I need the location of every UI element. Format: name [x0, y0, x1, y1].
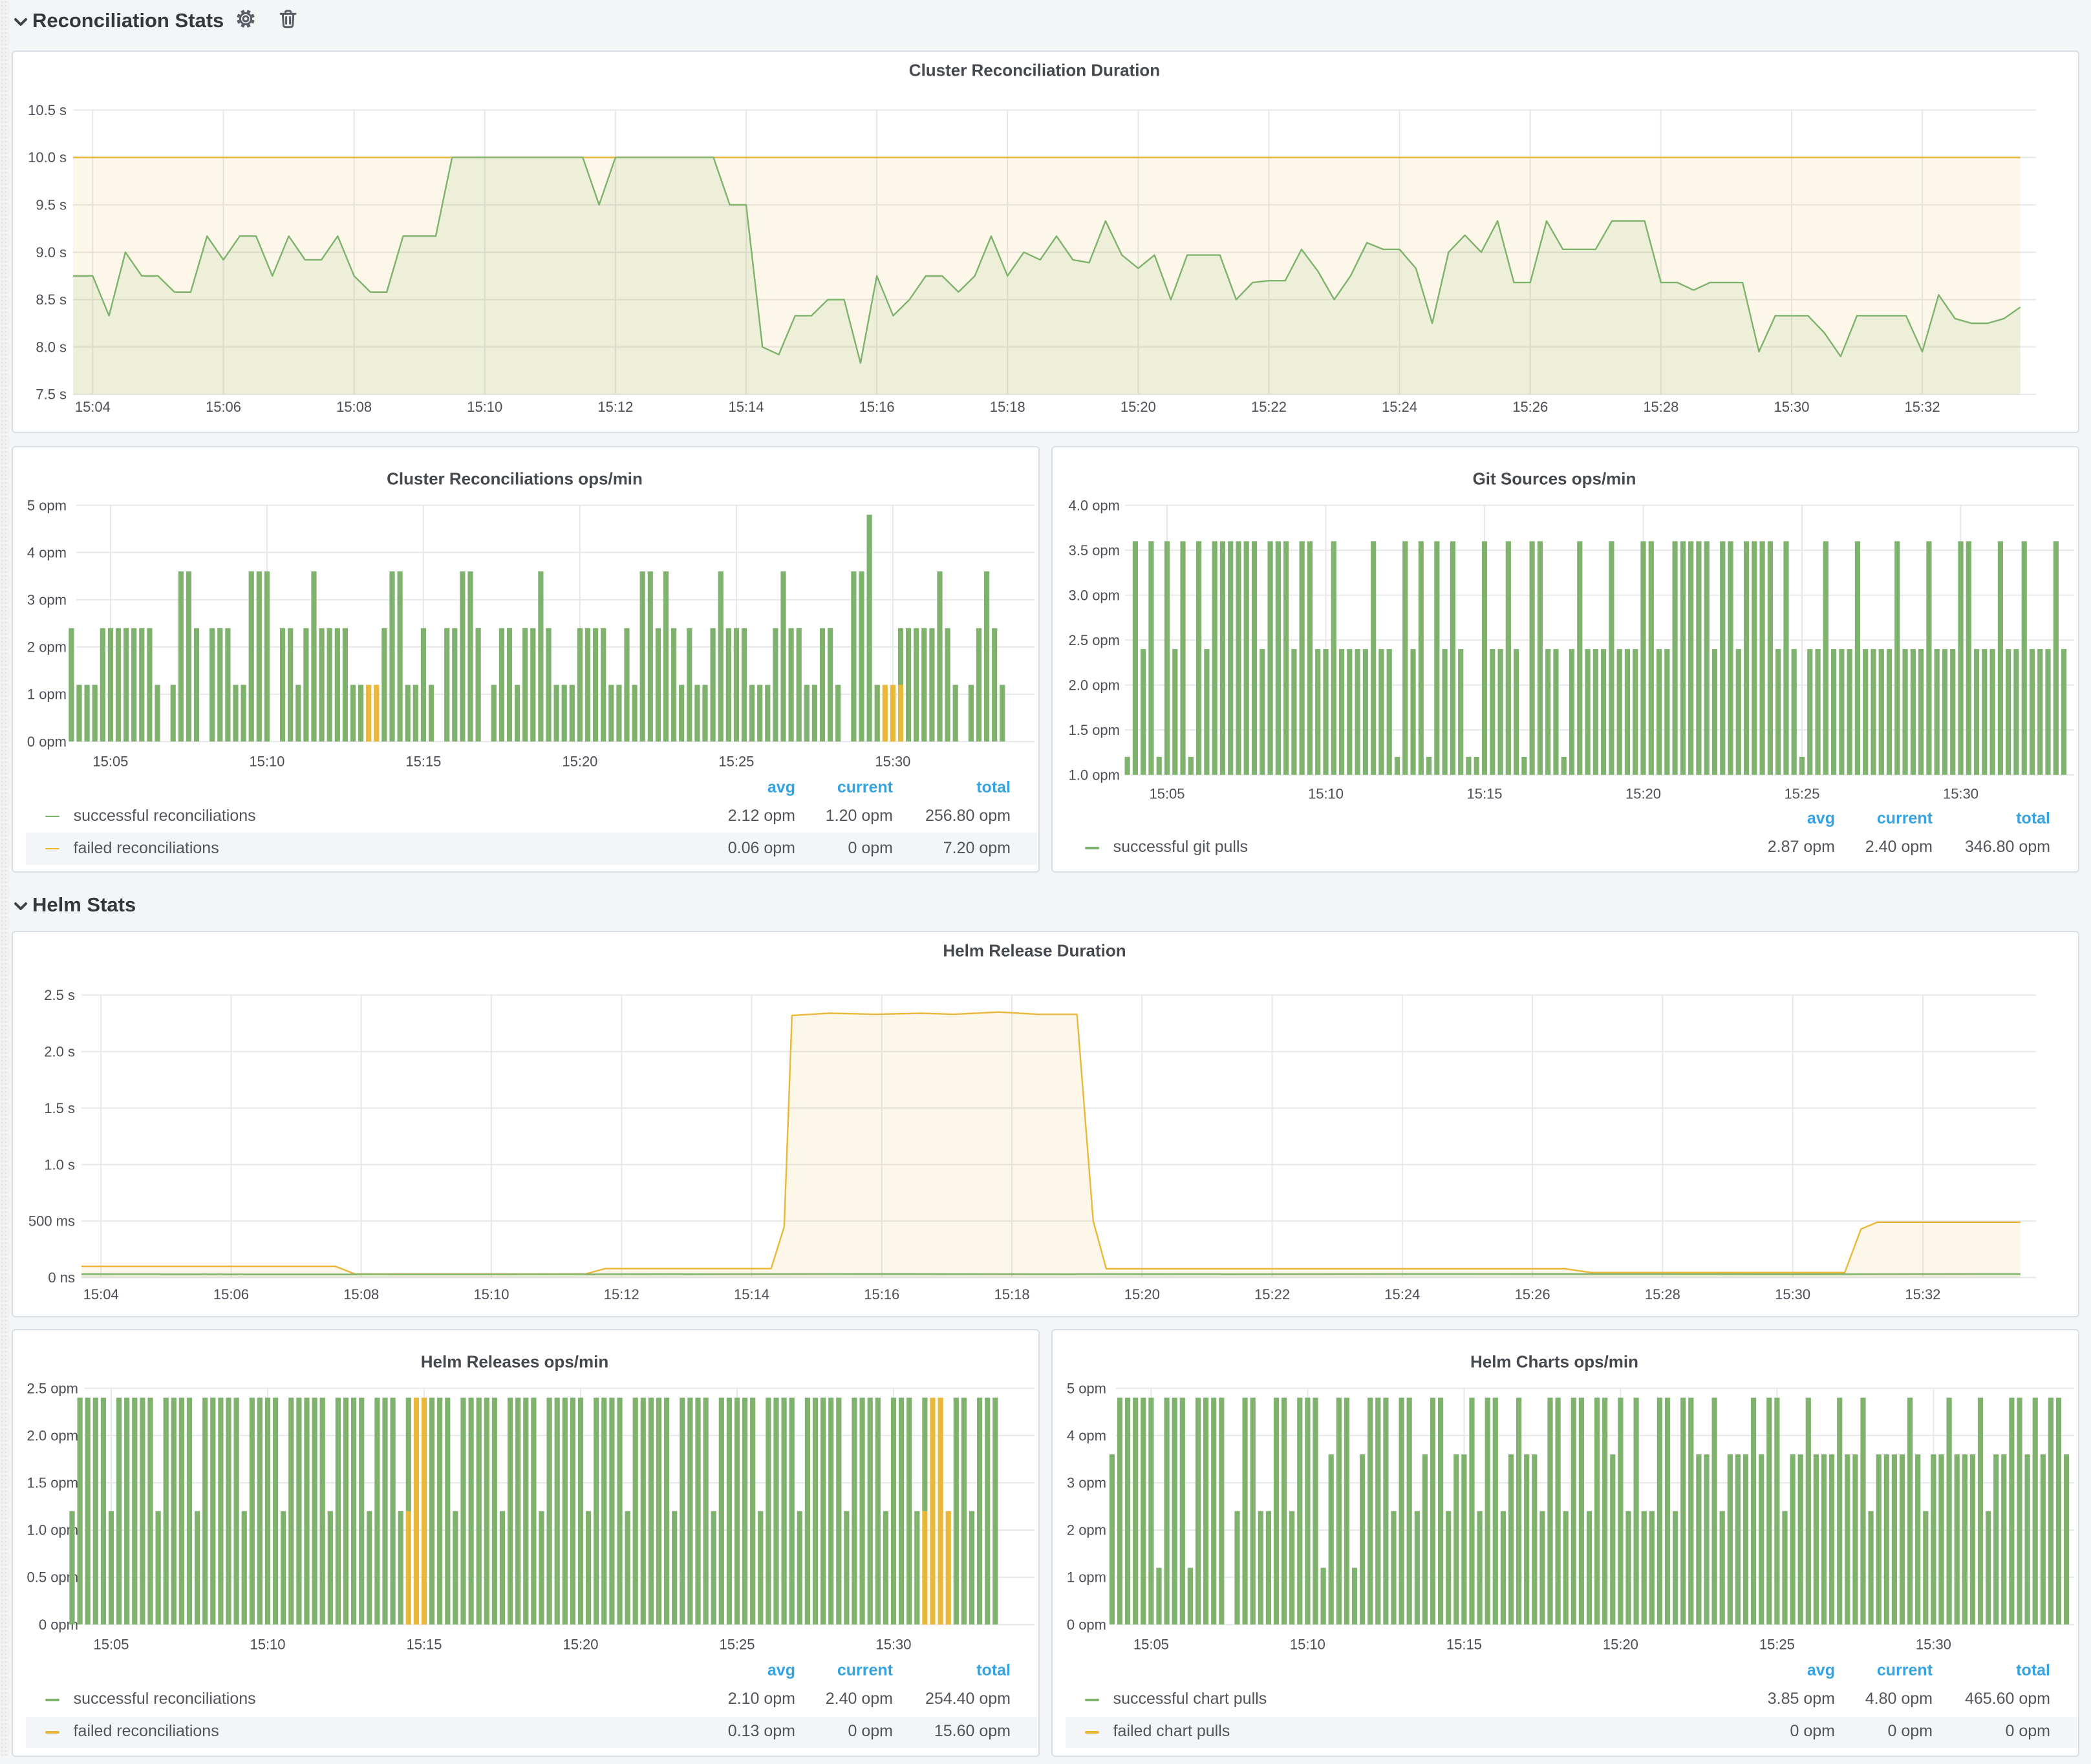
svg-text:4 opm: 4 opm	[27, 544, 66, 560]
svg-text:15:12: 15:12	[603, 1286, 639, 1302]
svg-text:Helm Release Duration: Helm Release Duration	[942, 940, 1125, 960]
svg-text:15:15: 15:15	[1446, 1637, 1481, 1653]
svg-text:15:20: 15:20	[562, 1637, 597, 1653]
svg-text:3.5 opm: 3.5 opm	[1068, 542, 1120, 558]
svg-text:15:08: 15:08	[343, 1286, 378, 1302]
svg-text:15:05: 15:05	[92, 1637, 128, 1653]
svg-text:2.5 s: 2.5 s	[43, 986, 74, 1003]
svg-text:15:30: 15:30	[875, 1637, 910, 1653]
svg-text:500 ms: 500 ms	[28, 1213, 74, 1229]
svg-text:15:04: 15:04	[83, 1286, 118, 1302]
svg-text:4.0 opm: 4.0 opm	[1068, 496, 1120, 513]
svg-text:3.0 opm: 3.0 opm	[1068, 586, 1120, 602]
svg-text:Helm Charts ops/min: Helm Charts ops/min	[1470, 1352, 1638, 1372]
svg-text:8.0 s: 8.0 s	[35, 339, 66, 356]
svg-text:15:20: 15:20	[1625, 785, 1660, 802]
svg-text:0 opm: 0 opm	[1066, 1617, 1106, 1633]
svg-text:15:20: 15:20	[1124, 1286, 1159, 1302]
svg-text:15:05: 15:05	[1133, 1637, 1168, 1653]
svg-text:9.5 s: 9.5 s	[35, 197, 66, 213]
svg-text:15:20: 15:20	[561, 753, 597, 769]
svg-text:15:24: 15:24	[1381, 399, 1417, 416]
svg-text:15:15: 15:15	[405, 1637, 441, 1653]
svg-text:15:16: 15:16	[859, 399, 894, 416]
svg-text:2.0 opm: 2.0 opm	[27, 1427, 78, 1443]
svg-text:Git Sources ops/min: Git Sources ops/min	[1472, 469, 1636, 488]
svg-text:10.5 s: 10.5 s	[27, 103, 66, 119]
svg-text:15:20: 15:20	[1602, 1637, 1638, 1653]
svg-text:9.0 s: 9.0 s	[35, 244, 66, 260]
svg-text:15:10: 15:10	[248, 753, 284, 769]
svg-text:1.0 opm: 1.0 opm	[1068, 766, 1120, 782]
svg-text:15:30: 15:30	[874, 753, 910, 769]
svg-text:15:18: 15:18	[994, 1286, 1029, 1302]
svg-text:15:16: 15:16	[863, 1286, 899, 1302]
svg-text:15:04: 15:04	[74, 399, 110, 416]
svg-text:5 opm: 5 opm	[1066, 1380, 1106, 1396]
svg-text:15:25: 15:25	[718, 1637, 754, 1653]
svg-text:Helm Releases ops/min: Helm Releases ops/min	[420, 1352, 608, 1372]
svg-text:15:26: 15:26	[1512, 399, 1547, 416]
svg-text:15:32: 15:32	[1904, 1286, 1940, 1302]
svg-text:15:08: 15:08	[336, 399, 371, 416]
svg-text:15:14: 15:14	[733, 1286, 769, 1302]
svg-text:15:10: 15:10	[466, 399, 502, 416]
svg-text:8.5 s: 8.5 s	[35, 292, 66, 308]
svg-text:1.5 opm: 1.5 opm	[1068, 721, 1120, 738]
svg-text:15:10: 15:10	[1289, 1637, 1325, 1653]
svg-text:1 opm: 1 opm	[27, 686, 66, 702]
svg-text:15:30: 15:30	[1915, 1637, 1951, 1653]
svg-text:Cluster Reconciliation Duratio: Cluster Reconciliation Duration	[908, 61, 1159, 80]
svg-text:15:25: 15:25	[1759, 1637, 1794, 1653]
svg-text:15:28: 15:28	[1642, 399, 1678, 416]
svg-text:15:26: 15:26	[1514, 1286, 1550, 1302]
svg-text:1.5 s: 1.5 s	[43, 1100, 74, 1116]
svg-text:4 opm: 4 opm	[1066, 1427, 1106, 1443]
svg-text:15:32: 15:32	[1904, 399, 1940, 416]
svg-text:15:30: 15:30	[1942, 785, 1978, 802]
svg-text:2.5 opm: 2.5 opm	[27, 1380, 78, 1396]
svg-text:3 opm: 3 opm	[27, 591, 66, 608]
svg-text:2.0 s: 2.0 s	[43, 1043, 74, 1059]
svg-text:2 opm: 2 opm	[1066, 1522, 1106, 1538]
svg-text:15:10: 15:10	[473, 1286, 508, 1302]
svg-text:15:25: 15:25	[718, 753, 753, 769]
svg-text:1 opm: 1 opm	[1066, 1569, 1106, 1586]
svg-text:2.0 opm: 2.0 opm	[1068, 676, 1120, 692]
svg-text:15:06: 15:06	[213, 1286, 248, 1302]
svg-text:5 opm: 5 opm	[27, 496, 66, 513]
svg-text:15:18: 15:18	[989, 399, 1025, 416]
svg-text:Cluster Reconciliations ops/mi: Cluster Reconciliations ops/min	[386, 469, 642, 488]
svg-text:15:28: 15:28	[1644, 1286, 1680, 1302]
svg-text:15:22: 15:22	[1250, 399, 1286, 416]
svg-text:15:10: 15:10	[249, 1637, 284, 1653]
svg-text:1.0 s: 1.0 s	[43, 1156, 74, 1172]
svg-text:15:15: 15:15	[1466, 785, 1501, 802]
svg-text:15:14: 15:14	[727, 399, 763, 416]
svg-text:15:05: 15:05	[1148, 785, 1184, 802]
svg-text:0 ns: 0 ns	[47, 1269, 74, 1285]
svg-text:10.0 s: 10.0 s	[27, 150, 66, 166]
svg-text:15:30: 15:30	[1774, 1286, 1810, 1302]
svg-text:0 opm: 0 opm	[27, 733, 66, 749]
svg-text:15:20: 15:20	[1120, 399, 1155, 416]
svg-text:2.5 opm: 2.5 opm	[1068, 632, 1120, 648]
svg-text:15:12: 15:12	[597, 399, 632, 416]
svg-text:3 opm: 3 opm	[1066, 1475, 1106, 1491]
svg-text:15:25: 15:25	[1783, 785, 1819, 802]
svg-text:15:30: 15:30	[1773, 399, 1808, 416]
svg-text:15:22: 15:22	[1254, 1286, 1289, 1302]
svg-text:2 opm: 2 opm	[27, 639, 66, 655]
svg-text:1.5 opm: 1.5 opm	[27, 1475, 78, 1491]
svg-text:15:15: 15:15	[405, 753, 440, 769]
svg-text:15:06: 15:06	[205, 399, 241, 416]
svg-text:15:24: 15:24	[1384, 1286, 1419, 1302]
svg-text:15:05: 15:05	[92, 753, 127, 769]
svg-text:7.5 s: 7.5 s	[35, 387, 66, 403]
svg-text:15:10: 15:10	[1307, 785, 1343, 802]
